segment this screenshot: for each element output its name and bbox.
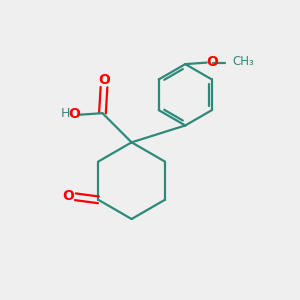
- Text: CH₃: CH₃: [233, 56, 255, 68]
- Text: O: O: [68, 107, 80, 121]
- Text: O: O: [98, 74, 110, 87]
- Text: O: O: [63, 189, 75, 203]
- Text: O: O: [206, 55, 218, 69]
- Text: H: H: [61, 107, 70, 120]
